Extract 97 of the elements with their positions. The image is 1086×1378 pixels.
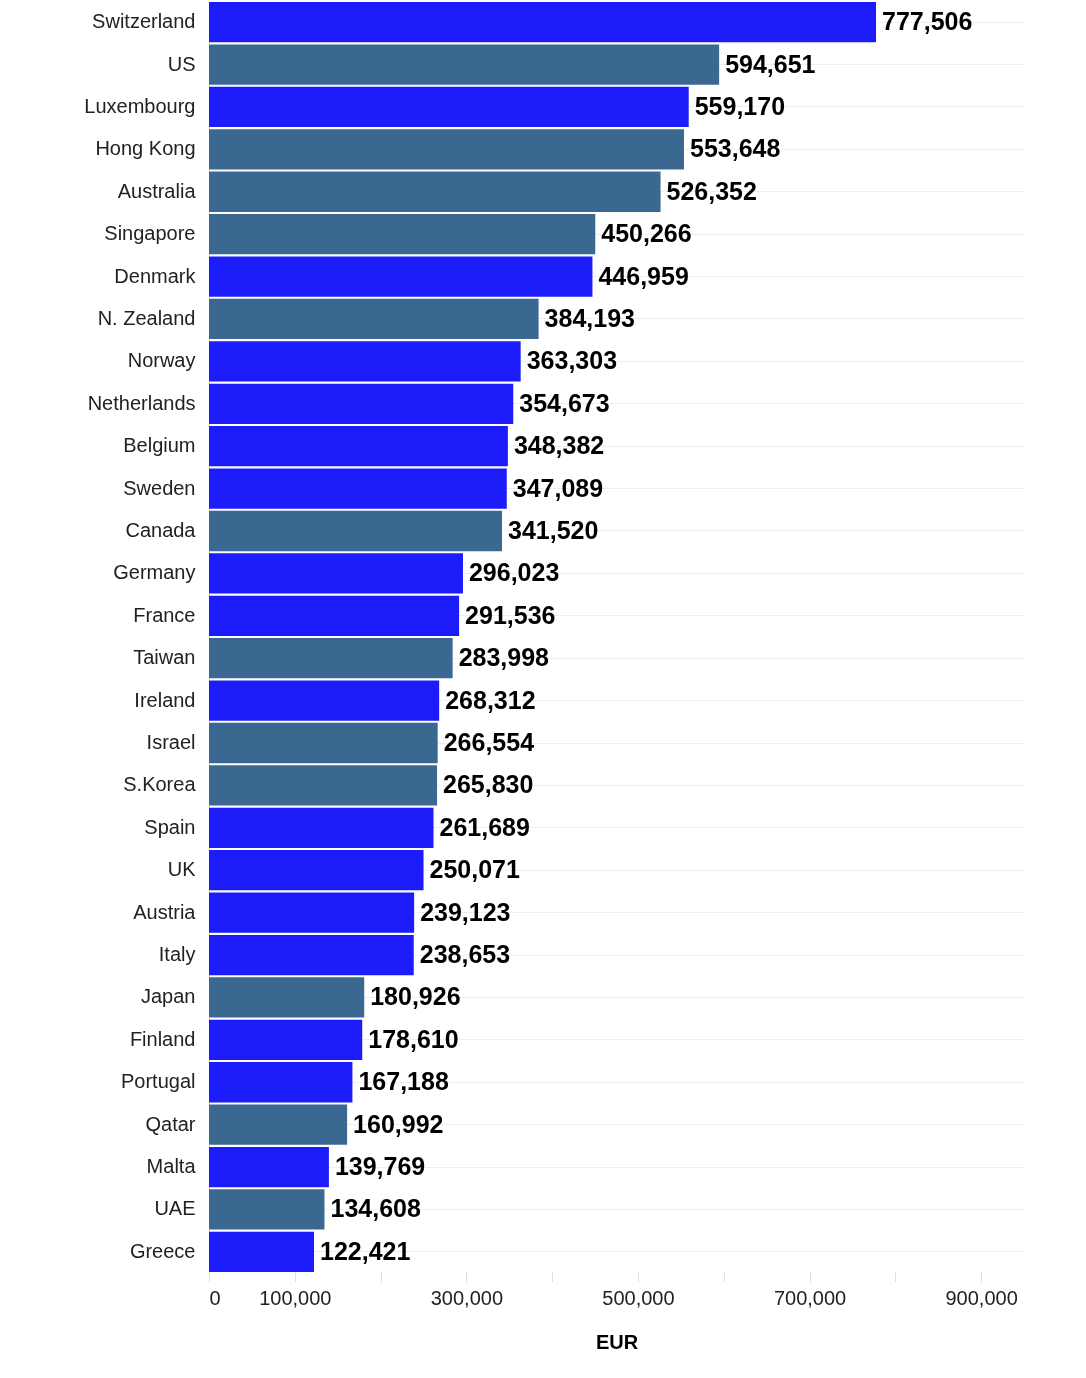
- data-label: 266,554: [443, 728, 535, 757]
- bar: [209, 171, 661, 212]
- data-label: 559,170: [694, 91, 786, 120]
- y-tick-label: Denmark: [114, 264, 197, 287]
- y-tick-label: France: [133, 603, 196, 626]
- bar: [209, 44, 720, 85]
- data-label: 777,506: [882, 7, 973, 36]
- data-label: 122,421: [320, 1236, 411, 1265]
- bar: [209, 468, 507, 509]
- y-tick-label: Qatar: [145, 1112, 196, 1135]
- x-tick-label: 300,000: [430, 1286, 504, 1309]
- y-tick-label: Luxembourg: [84, 94, 196, 117]
- bar: [209, 510, 502, 552]
- data-label: 178,610: [368, 1024, 459, 1053]
- x-tick-label: 700,000: [773, 1286, 847, 1309]
- bar: [209, 214, 596, 255]
- y-tick-label: Taiwan: [133, 646, 196, 669]
- y-tick-label: Spain: [144, 815, 196, 838]
- x-tick-label: 500,000: [602, 1286, 675, 1309]
- x-axis-title: EUR: [595, 1330, 639, 1353]
- bar: [209, 256, 593, 297]
- y-tick-label: Canada: [125, 518, 197, 541]
- y-tick-label: Switzerland: [92, 10, 196, 33]
- data-label: 594,651: [725, 49, 816, 78]
- data-label: 363,303: [526, 346, 618, 375]
- y-tick-label: Hong Kong: [95, 137, 196, 160]
- data-label: 180,926: [370, 982, 461, 1011]
- y-tick-label: Austria: [133, 900, 197, 923]
- bar: [209, 892, 415, 933]
- data-label: 296,023: [468, 558, 560, 587]
- bar: [209, 1231, 315, 1272]
- y-tick-label: Israel: [146, 731, 196, 754]
- data-label: 354,673: [519, 388, 610, 417]
- bar: [209, 383, 514, 424]
- bar: [209, 86, 689, 128]
- bar: [209, 1146, 329, 1188]
- y-tick-label: Sweden: [123, 476, 196, 499]
- data-label: 134,608: [330, 1194, 421, 1223]
- bar: [209, 1062, 353, 1103]
- y-tick-label: Portugal: [121, 1070, 196, 1093]
- data-label: 160,992: [353, 1109, 444, 1138]
- data-label: 553,648: [689, 134, 781, 163]
- bar: [209, 341, 521, 382]
- y-tick-label: Australia: [117, 179, 197, 202]
- data-label: 250,071: [429, 855, 520, 884]
- y-tick-label: S.Korea: [123, 773, 197, 796]
- bar: [209, 977, 365, 1018]
- data-label: 283,998: [458, 643, 550, 672]
- y-tick-label: Germany: [113, 561, 196, 584]
- x-tick-label: 100,000: [259, 1286, 332, 1309]
- bar: [209, 595, 460, 636]
- data-label: 341,520: [507, 515, 599, 544]
- data-label: 347,089: [512, 473, 604, 502]
- data-label: 239,123: [420, 897, 511, 926]
- bar: [209, 638, 453, 679]
- data-label: 139,769: [334, 1152, 426, 1181]
- y-tick-label: Italy: [158, 943, 196, 966]
- bar: [209, 722, 438, 764]
- data-label: 348,382: [513, 431, 605, 460]
- data-label: 384,193: [544, 303, 635, 332]
- bar: [209, 1189, 325, 1230]
- y-tick-label: Norway: [127, 349, 196, 372]
- data-label: 446,959: [598, 261, 689, 290]
- y-tick-label: N. Zealand: [97, 306, 196, 329]
- y-tick-label: Malta: [146, 1155, 197, 1178]
- bar: [209, 298, 539, 340]
- bar: [209, 934, 414, 976]
- data-label: 261,689: [439, 812, 530, 841]
- x-tick-label: 900,000: [945, 1286, 1018, 1309]
- bar: [209, 1019, 363, 1060]
- data-label: 450,266: [601, 219, 692, 248]
- bar: [209, 426, 508, 467]
- x-tick-label: 0: [209, 1286, 221, 1309]
- y-tick-label: UK: [167, 858, 197, 881]
- bar: [209, 553, 463, 594]
- y-tick-label: Finland: [129, 1027, 196, 1050]
- bar: [209, 807, 434, 848]
- y-tick-label: Netherlands: [87, 391, 196, 414]
- data-label: 265,830: [443, 770, 534, 799]
- data-label: 526,352: [666, 176, 757, 205]
- y-tick-label: Japan: [141, 985, 196, 1008]
- y-tick-label: US: [167, 52, 196, 75]
- y-tick-label: Singapore: [104, 222, 196, 245]
- data-label: 268,312: [445, 685, 536, 714]
- y-tick-label: Greece: [129, 1239, 196, 1262]
- data-label: 238,653: [419, 940, 511, 969]
- bar: [209, 2, 877, 43]
- y-tick-label: Belgium: [123, 434, 196, 457]
- data-label: 291,536: [465, 600, 556, 629]
- y-tick-label: UAE: [154, 1197, 196, 1220]
- data-label: 167,188: [358, 1067, 449, 1096]
- bar: [209, 850, 424, 891]
- y-tick-label: Ireland: [134, 688, 196, 711]
- bar: [209, 129, 684, 170]
- bar: [209, 765, 438, 806]
- bar: [209, 680, 440, 721]
- bar: [209, 1104, 348, 1145]
